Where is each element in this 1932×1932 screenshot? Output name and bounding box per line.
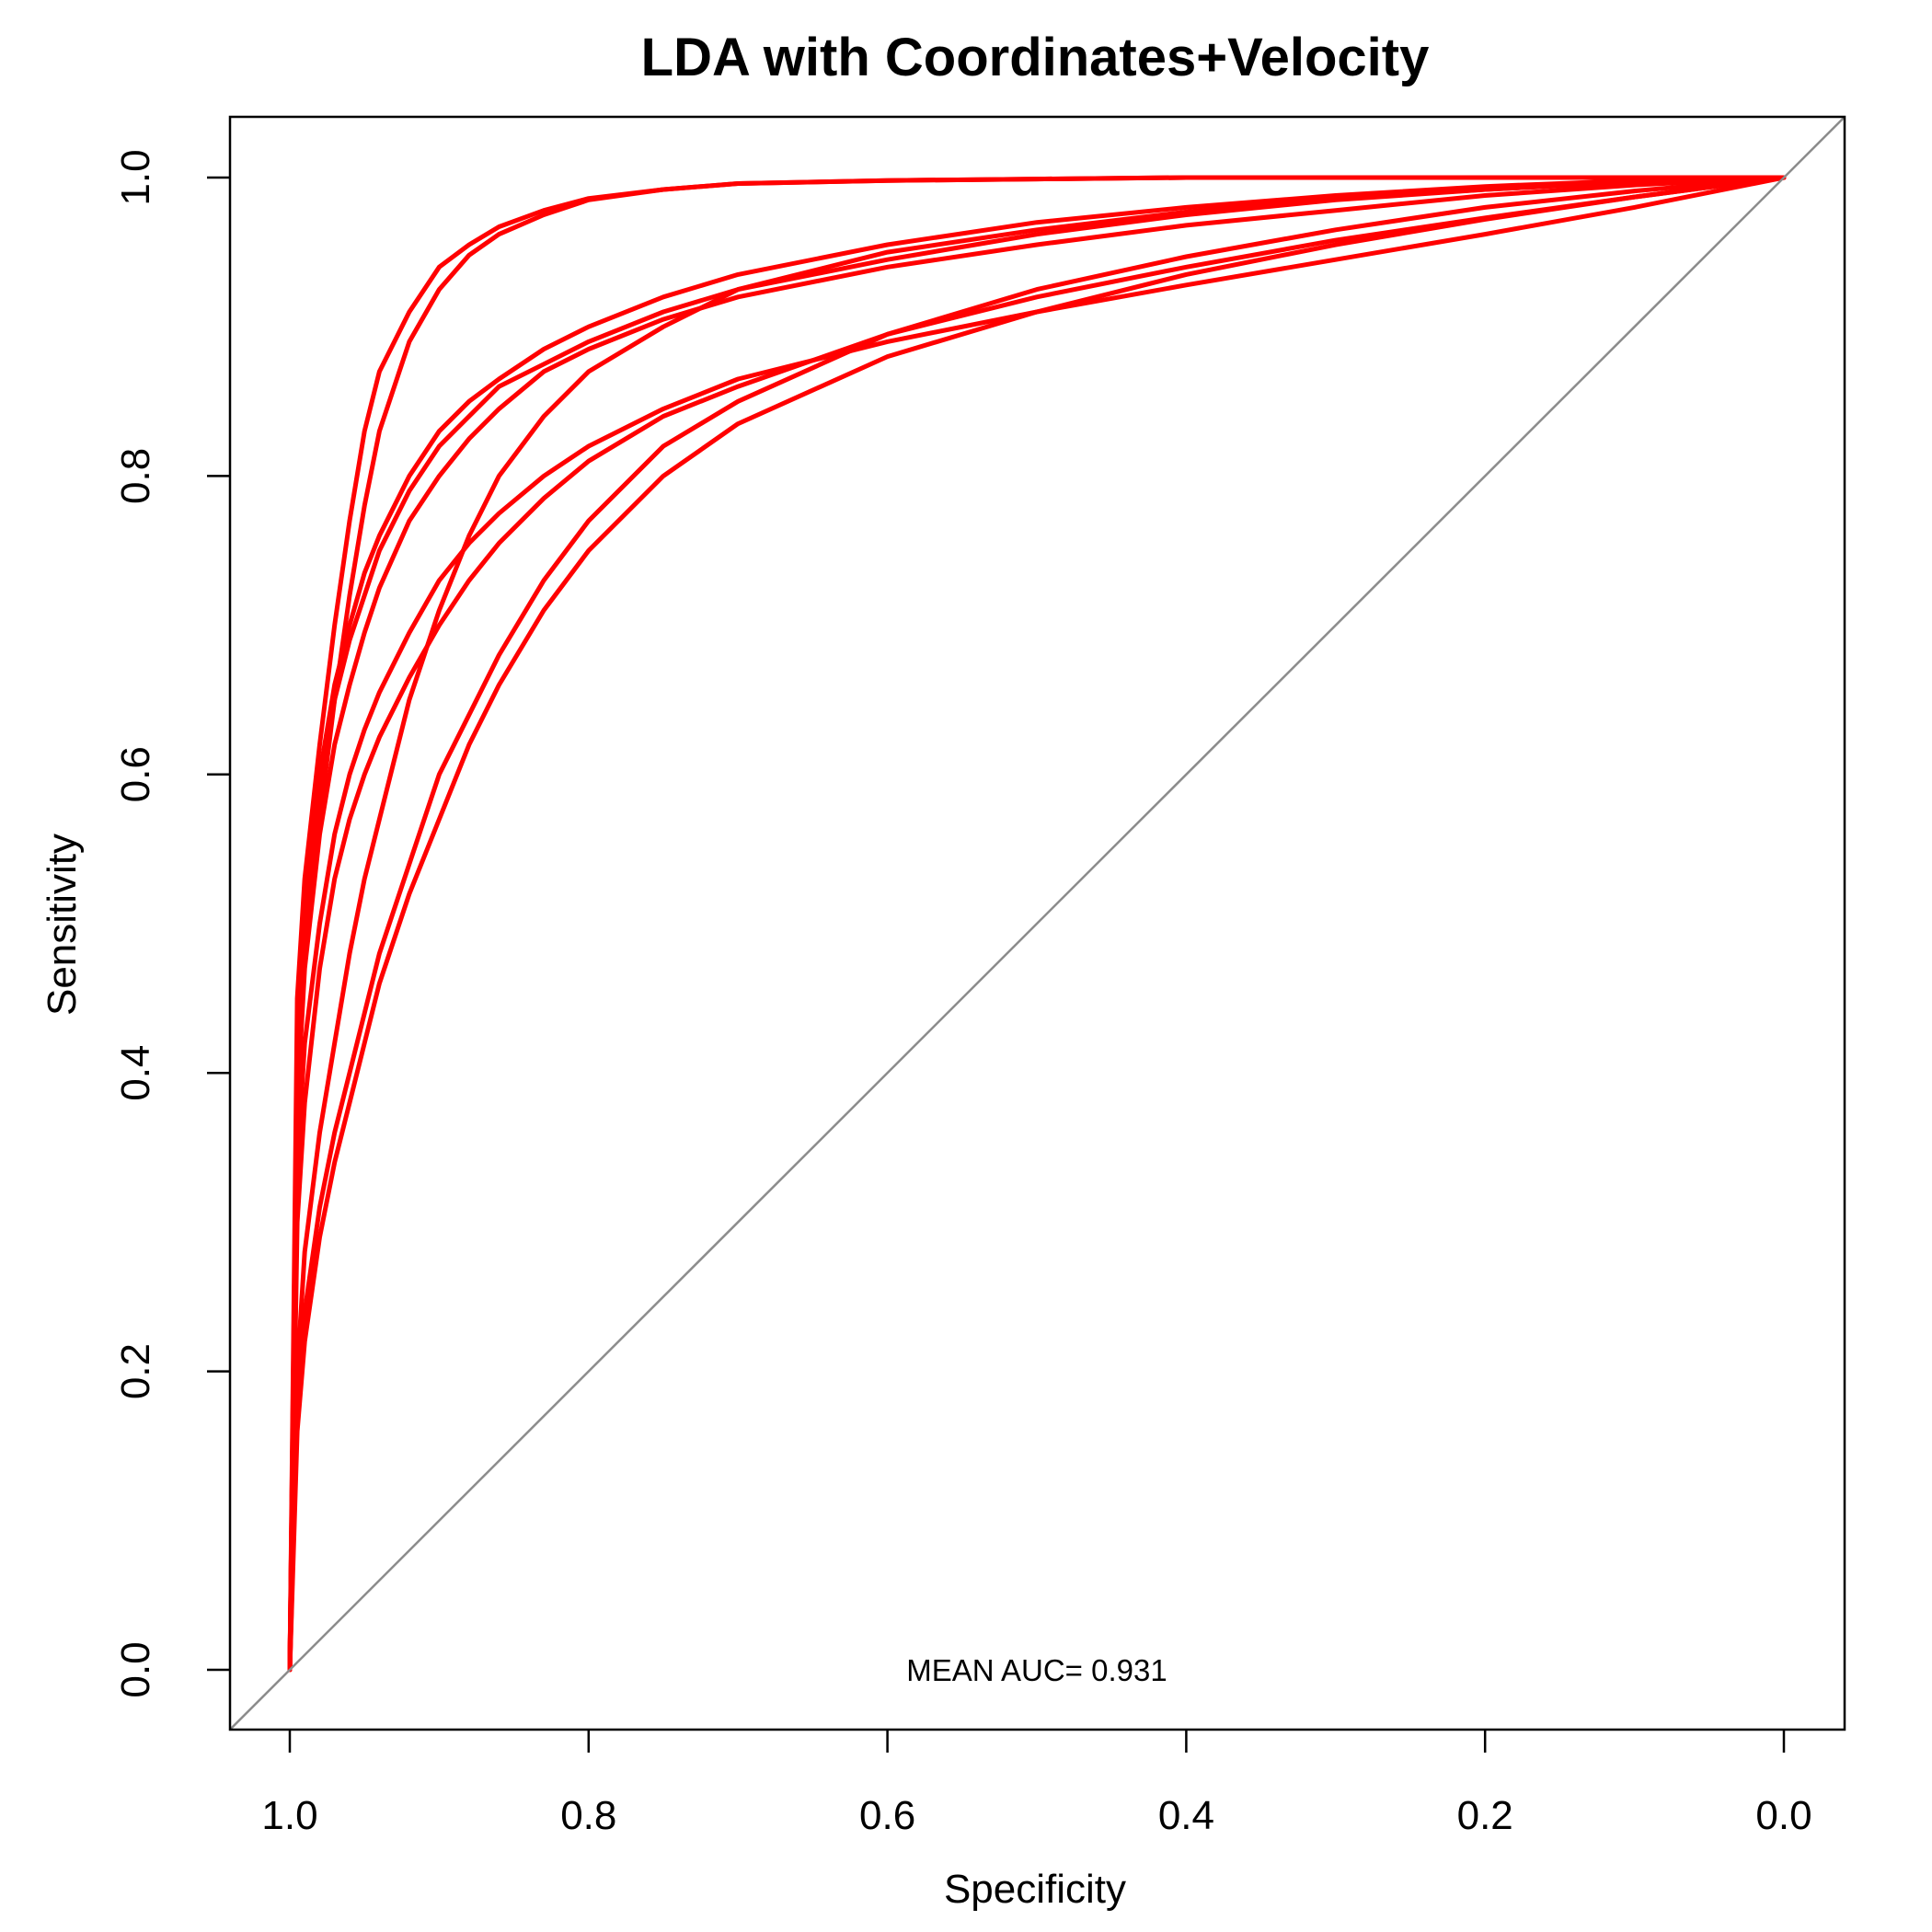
- y-tick-label: 0.8: [113, 448, 158, 504]
- y-tick-label: 0.2: [113, 1343, 158, 1399]
- x-tick-label: 0.6: [859, 1793, 915, 1838]
- roc-curve-6: [287, 175, 1787, 1673]
- roc-series-layer: [287, 175, 1787, 1673]
- plot-frame: [228, 115, 1846, 1731]
- y-tick-label: 1.0: [113, 149, 158, 205]
- y-tick-label: 0.6: [113, 746, 158, 802]
- roc-curve-4: [287, 175, 1787, 1673]
- x-tick-label: 0.8: [560, 1793, 616, 1838]
- reference-diagonal-line: [229, 116, 1846, 1731]
- roc-curve-5: [287, 175, 1787, 1673]
- chart-title: LDA with Coordinates+Velocity: [641, 28, 1430, 87]
- x-tick-label: 1.0: [261, 1793, 317, 1838]
- x-tick-label: 0.0: [1755, 1793, 1811, 1838]
- x-axis: 1.0 0.8 0.6 0.4 0.2 0.0: [261, 1730, 1812, 1838]
- roc-curve-3: [287, 175, 1787, 1673]
- y-tick-label: 0.0: [113, 1641, 158, 1697]
- y-axis-label: Sensitivity: [40, 834, 85, 1016]
- mean-auc-annotation: MEAN AUC= 0.931: [906, 1653, 1167, 1687]
- x-tick-label: 0.2: [1457, 1793, 1513, 1838]
- roc-curve-9: [287, 175, 1787, 1673]
- x-axis-label: Specificity: [944, 1867, 1126, 1912]
- x-tick-label: 0.4: [1158, 1793, 1214, 1838]
- roc-curve-8: [287, 175, 1787, 1673]
- y-tick-label: 0.4: [113, 1045, 158, 1101]
- roc-curve-10: [287, 175, 1787, 1673]
- roc-curve-7: [287, 175, 1787, 1673]
- y-axis: 0.0 0.2 0.4 0.6 0.8 1.0: [113, 149, 230, 1698]
